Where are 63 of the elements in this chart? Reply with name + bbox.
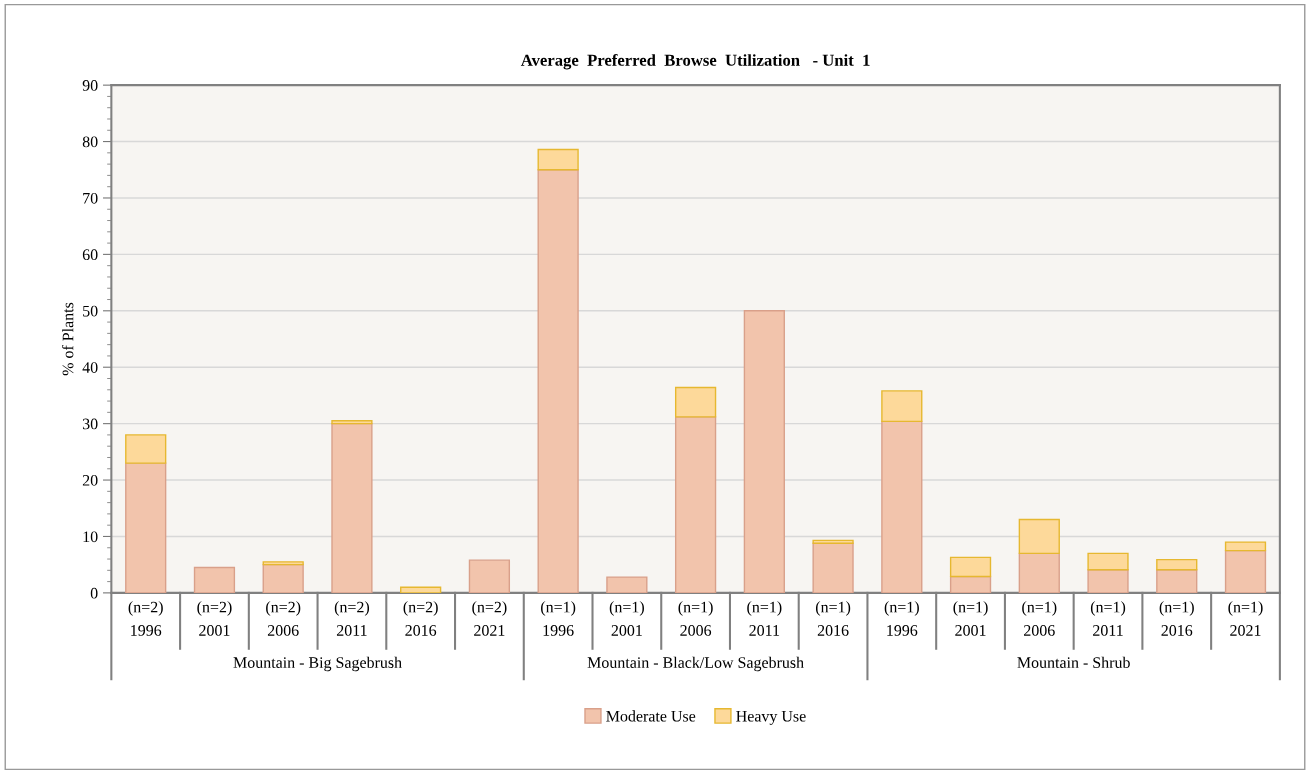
bar — [1087, 569, 1129, 593]
x-tick-label: (n=1) 2001 — [953, 601, 988, 636]
legend-label: Heavy Use — [736, 710, 806, 725]
bar — [1018, 552, 1060, 593]
bar — [262, 561, 304, 566]
bar — [1156, 558, 1198, 571]
x-tick-label: (n=1) 1996 — [884, 601, 919, 636]
bar — [949, 575, 992, 593]
x-tick-label: (n=2) 2011 — [334, 601, 370, 636]
chart-title: Average Preferred Browse Utilization - Unit 1 — [520, 53, 870, 70]
x-tick-label: (n=1) 2011 — [747, 601, 782, 636]
y-tick-label: 40 — [82, 362, 98, 373]
text: Mountain - Shrub — [1017, 656, 1130, 668]
bar — [949, 556, 992, 578]
x-tick-label: (n=1) 2021 — [1228, 601, 1263, 636]
bar — [1018, 518, 1060, 555]
bar — [881, 390, 923, 423]
x-tick-label: (n=1) 1996 — [541, 601, 576, 636]
x-tick-label: (n=2) 2021 — [472, 601, 507, 636]
x-tick-label: (n=1) 2001 — [609, 601, 644, 636]
bar — [468, 559, 511, 593]
y-tick-label: 0 — [90, 587, 98, 599]
bar — [400, 586, 442, 593]
x-tick-label: (n=1) 2016 — [815, 601, 851, 636]
x-tick-label: (n=2) 2006 — [266, 601, 301, 636]
bar — [1156, 569, 1198, 593]
y-tick-label: 90 — [82, 80, 98, 91]
text: Mountain - Black/Low Sagebrush — [587, 656, 804, 672]
y-tick-label: 80 — [82, 136, 98, 148]
bar — [125, 434, 167, 464]
bar — [606, 576, 648, 593]
bar — [812, 539, 854, 544]
x-tick-label: (n=2) 2001 — [197, 601, 232, 636]
x-tick-label: (n=2) 1996 — [128, 601, 163, 636]
text: Mountain - Big Sagebrush — [233, 656, 402, 672]
legend-label: Moderate Use — [606, 710, 696, 722]
bar — [743, 310, 785, 593]
bar — [262, 563, 304, 593]
bar — [1224, 549, 1267, 593]
x-tick-label: (n=1) 2006 — [1022, 601, 1057, 636]
x-tick-label: (n=2) 2016 — [403, 601, 438, 636]
bar — [193, 566, 236, 593]
y-tick-label: 50 — [83, 305, 98, 317]
bar — [674, 386, 717, 418]
bar — [537, 148, 579, 171]
bar — [537, 169, 579, 593]
bar — [1087, 552, 1129, 571]
y-tick-label: 30 — [82, 418, 98, 430]
x-tick-label: (n=1) 2011 — [1090, 601, 1126, 636]
x-tick-label: (n=1) 2006 — [678, 601, 713, 636]
x-tick-label: (n=1) 2016 — [1159, 601, 1194, 636]
bar — [1224, 541, 1267, 552]
y-tick-label: 60 — [82, 249, 98, 261]
y-axis-title: % of Plants — [61, 302, 74, 376]
bar — [674, 416, 717, 593]
y-tick-label: 70 — [83, 192, 98, 204]
bar — [125, 462, 167, 593]
bar — [812, 542, 854, 593]
bar — [331, 420, 373, 425]
y-tick-label: 10 — [83, 531, 98, 543]
y-tick-label: 20 — [82, 474, 98, 486]
bar — [881, 420, 923, 593]
bar — [331, 422, 373, 593]
